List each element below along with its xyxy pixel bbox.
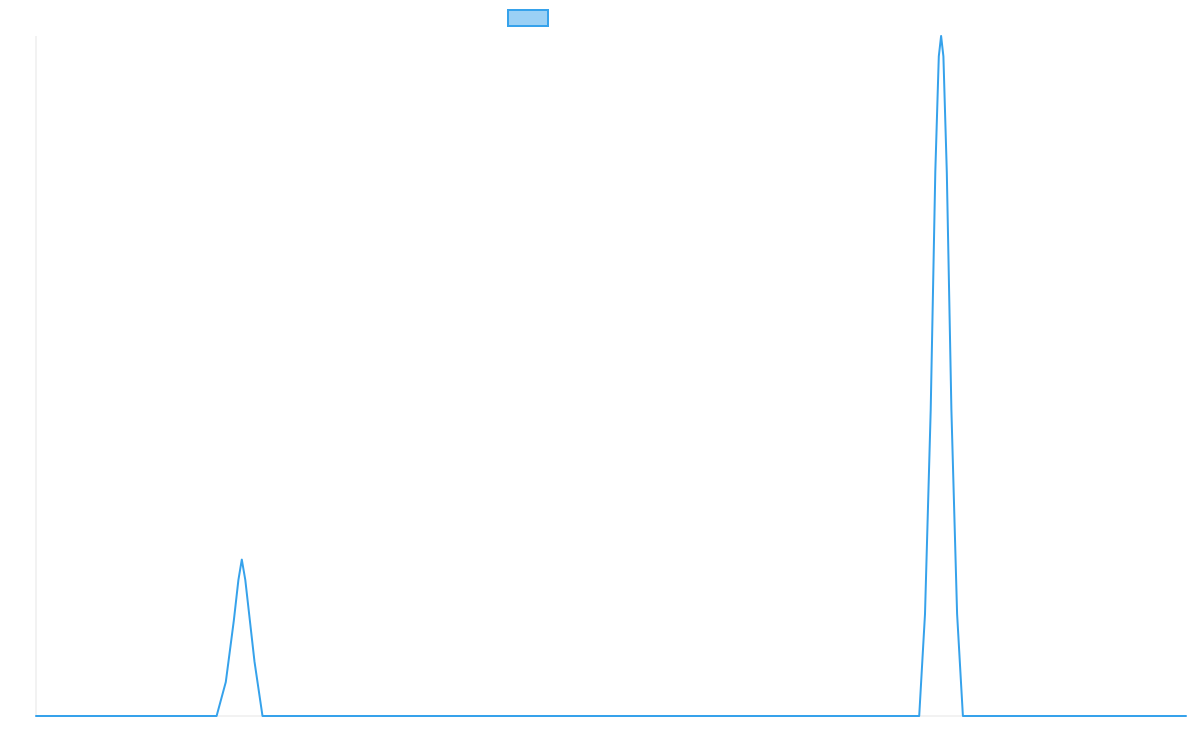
legend-swatch[interactable]	[507, 9, 549, 27]
series-group	[35, 35, 1187, 717]
series-line	[35, 35, 1187, 717]
legend[interactable]	[507, 9, 549, 27]
